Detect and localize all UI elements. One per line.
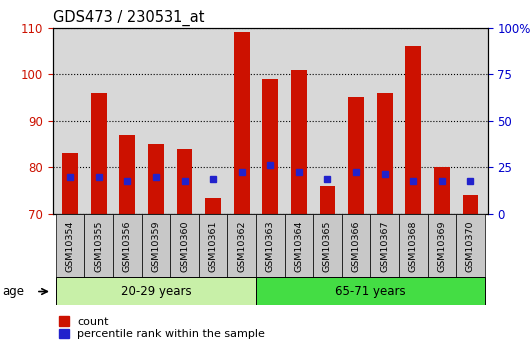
Text: GSM10361: GSM10361 xyxy=(209,220,218,272)
Bar xyxy=(234,32,250,214)
Bar xyxy=(142,214,170,278)
Bar xyxy=(291,69,307,214)
Bar xyxy=(262,79,278,214)
Bar xyxy=(56,277,256,305)
Bar xyxy=(256,214,285,278)
Text: GSM10362: GSM10362 xyxy=(237,220,246,272)
Bar xyxy=(285,214,313,278)
Text: GSM10366: GSM10366 xyxy=(351,220,360,272)
Bar xyxy=(148,144,164,214)
Text: GSM10354: GSM10354 xyxy=(66,220,75,272)
Text: GSM10364: GSM10364 xyxy=(294,220,303,272)
Text: 65-71 years: 65-71 years xyxy=(335,285,405,298)
Text: 20-29 years: 20-29 years xyxy=(121,285,191,298)
Text: GSM10356: GSM10356 xyxy=(123,220,132,272)
Bar xyxy=(463,195,478,214)
Text: GSM10370: GSM10370 xyxy=(466,220,475,272)
Text: GSM10360: GSM10360 xyxy=(180,220,189,272)
Text: GSM10355: GSM10355 xyxy=(94,220,103,272)
Bar xyxy=(256,277,485,305)
Bar xyxy=(428,214,456,278)
Bar xyxy=(342,214,370,278)
Bar xyxy=(84,214,113,278)
Bar xyxy=(170,214,199,278)
Bar xyxy=(113,214,142,278)
Bar xyxy=(456,214,485,278)
Bar xyxy=(377,93,393,214)
Bar xyxy=(199,214,227,278)
Bar xyxy=(405,46,421,214)
Text: GSM10363: GSM10363 xyxy=(266,220,275,272)
Bar xyxy=(348,97,364,214)
Text: GDS473 / 230531_at: GDS473 / 230531_at xyxy=(53,10,205,26)
Bar xyxy=(56,214,84,278)
Text: GSM10369: GSM10369 xyxy=(437,220,446,272)
Bar xyxy=(119,135,135,214)
Bar xyxy=(434,167,450,214)
Text: GSM10368: GSM10368 xyxy=(409,220,418,272)
Bar xyxy=(91,93,107,214)
Text: GSM10359: GSM10359 xyxy=(152,220,161,272)
Bar xyxy=(370,214,399,278)
Legend: count, percentile rank within the sample: count, percentile rank within the sample xyxy=(58,316,266,339)
Bar xyxy=(399,214,428,278)
Bar xyxy=(205,198,221,214)
Bar xyxy=(176,149,192,214)
Bar xyxy=(320,186,335,214)
Text: age: age xyxy=(3,285,25,298)
Bar xyxy=(227,214,256,278)
Text: GSM10367: GSM10367 xyxy=(380,220,389,272)
Bar xyxy=(63,153,78,214)
Text: GSM10365: GSM10365 xyxy=(323,220,332,272)
Bar xyxy=(313,214,342,278)
